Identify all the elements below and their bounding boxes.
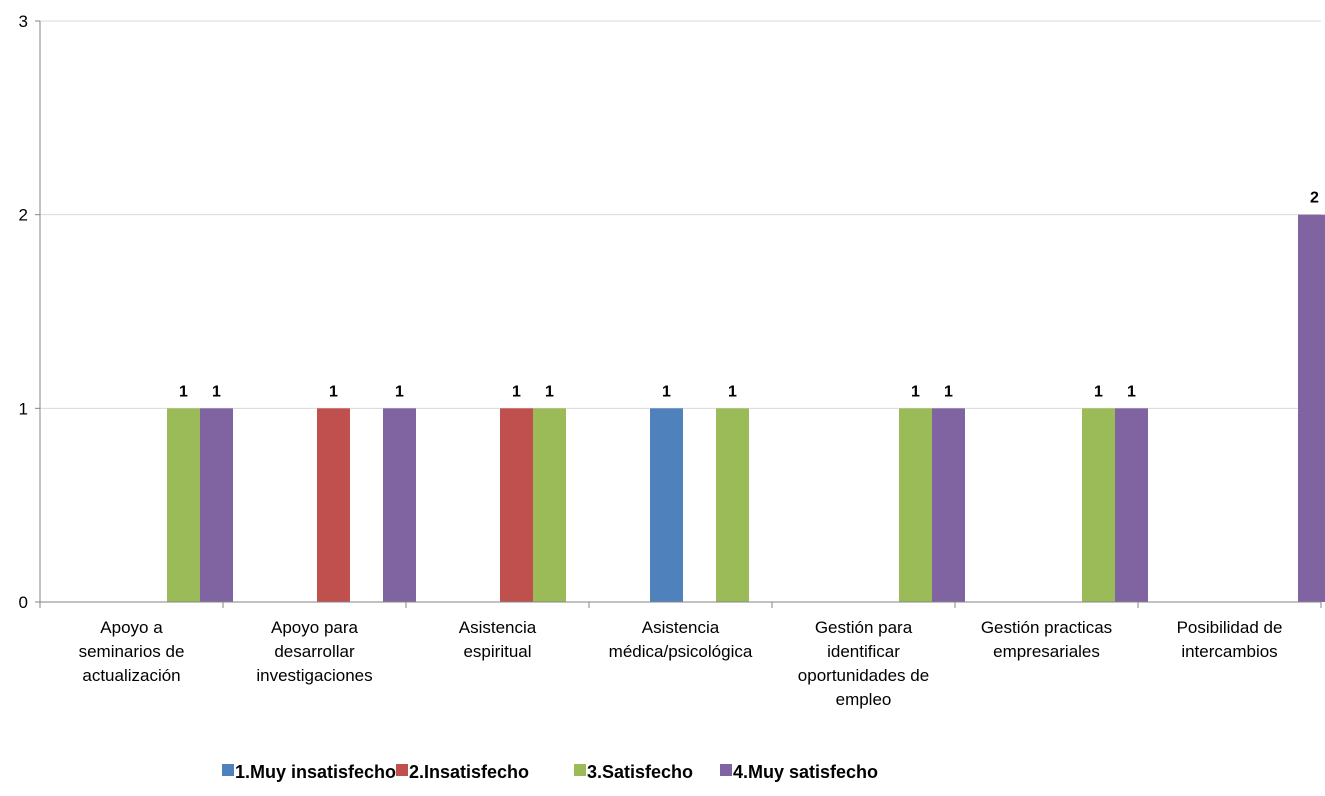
data-label: 1 <box>212 383 221 400</box>
y-tick-label: 3 <box>19 12 28 31</box>
y-tick-label: 0 <box>19 593 28 612</box>
data-labels: 1 1 1 1 1 1 1 1 1 1 1 1 2 <box>179 190 1319 401</box>
data-label: 1 <box>1127 383 1136 400</box>
x-category-label-line: seminarios de <box>79 642 185 661</box>
x-category-label-line: Posibilidad de <box>1177 618 1283 637</box>
x-category-label-line: intercambios <box>1181 642 1277 661</box>
data-label: 1 <box>329 383 338 400</box>
legend-label: 1.Muy insatisfecho <box>235 762 396 782</box>
x-category-label-line: Asistencia <box>642 618 720 637</box>
x-category-label-line: empleo <box>836 690 892 709</box>
x-category-label: Apoyo para desarrollar investigaciones <box>256 618 372 685</box>
data-label: 1 <box>911 383 920 400</box>
data-label: 1 <box>395 383 404 400</box>
bar <box>716 408 749 602</box>
data-label: 1 <box>1094 383 1103 400</box>
legend-label: 3.Satisfecho <box>587 762 693 782</box>
bar <box>932 408 965 602</box>
x-category-label-line: espiritual <box>463 642 531 661</box>
x-category-label-line: Gestión para <box>815 618 913 637</box>
x-category-label: Gestión practicas empresariales <box>981 618 1112 661</box>
bar <box>500 408 533 602</box>
x-category-label: Posibilidad de intercambios <box>1177 618 1283 661</box>
legend-swatch <box>720 764 732 776</box>
x-category-label: Asistencia médica/psicológica <box>609 618 753 661</box>
y-tick-label: 1 <box>19 399 28 418</box>
x-category-label-line: Gestión practicas <box>981 618 1112 637</box>
x-category-label: Apoyo a seminarios de actualización <box>79 618 185 685</box>
bar <box>383 408 416 602</box>
x-category-label-line: médica/psicológica <box>609 642 753 661</box>
y-tick-label: 2 <box>19 206 28 225</box>
legend-swatch <box>574 764 586 776</box>
x-category-label-line: oportunidades de <box>798 666 929 685</box>
bar <box>317 408 350 602</box>
bar <box>1115 408 1148 602</box>
data-label: 1 <box>662 383 671 400</box>
gridlines <box>40 20 1321 409</box>
bars <box>167 214 1325 602</box>
x-category-label-line: empresariales <box>993 642 1100 661</box>
x-category-label-line: Apoyo a <box>100 618 163 637</box>
bar <box>533 408 566 602</box>
x-category-label-line: desarrollar <box>274 642 355 661</box>
x-category-label-line: Apoyo para <box>271 618 358 637</box>
bar <box>650 408 683 602</box>
data-label: 1 <box>728 383 737 400</box>
x-category-label: Gestión para identificar oportunidades de e… <box>798 618 929 709</box>
bar <box>1298 214 1325 602</box>
bar <box>1082 408 1115 602</box>
data-label: 1 <box>944 383 953 400</box>
legend-swatch <box>396 764 408 776</box>
bar <box>899 408 932 602</box>
data-label: 1 <box>512 383 521 400</box>
x-category-label-line: Asistencia <box>459 618 537 637</box>
legend-label: 4.Muy satisfecho <box>733 762 878 782</box>
bar <box>167 408 200 602</box>
legend-swatch <box>222 764 234 776</box>
x-category-label-line: investigaciones <box>256 666 372 685</box>
data-label: 2 <box>1310 190 1319 207</box>
x-category-label-line: identificar <box>827 642 900 661</box>
bar <box>200 408 233 602</box>
x-category-label-line: actualización <box>82 666 180 685</box>
x-category-label: Asistencia espiritual <box>459 618 537 661</box>
data-label: 1 <box>545 383 554 400</box>
data-label: 1 <box>179 383 188 400</box>
legend: 1.Muy insatisfecho 2.Insatisfecho 3.Satisf… <box>222 762 878 782</box>
legend-label: 2.Insatisfecho <box>409 762 529 782</box>
